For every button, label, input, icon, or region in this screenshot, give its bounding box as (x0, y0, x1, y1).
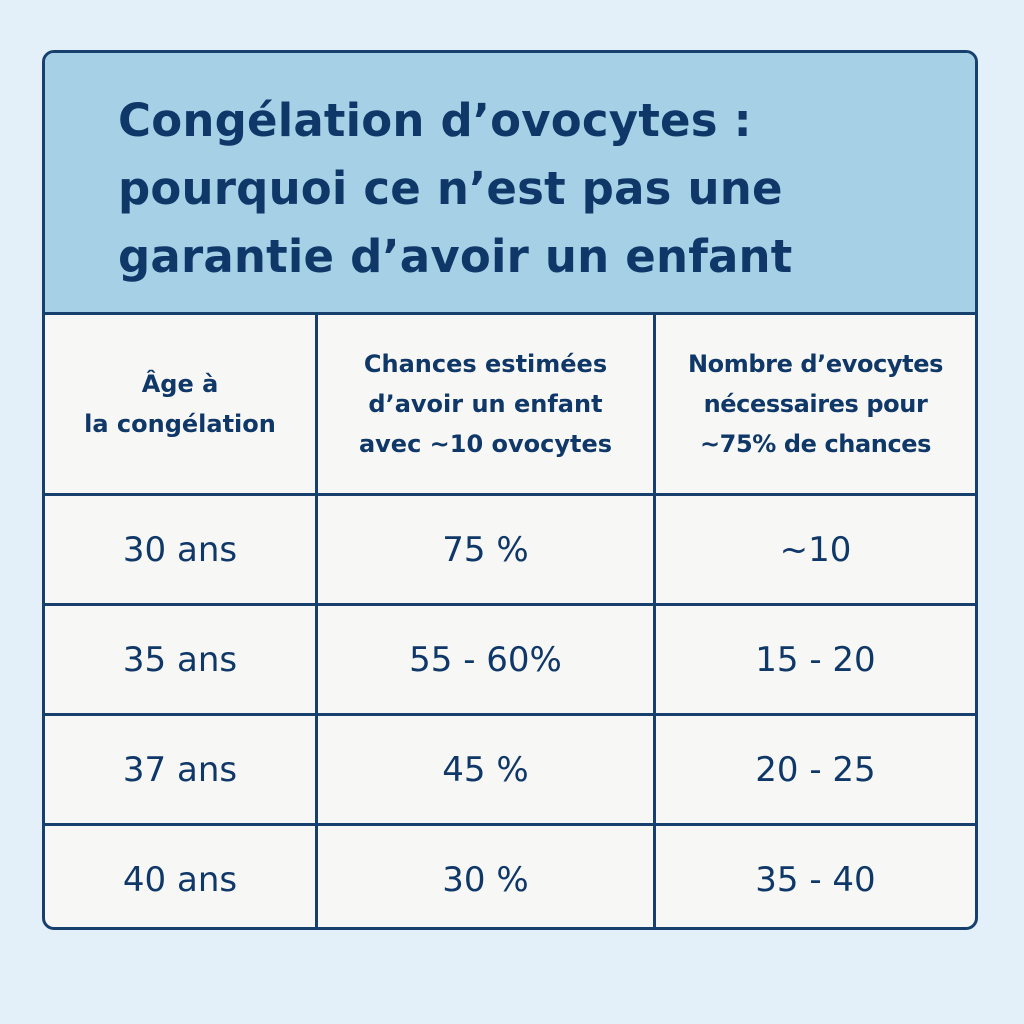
cell-chances: 30 % (318, 826, 656, 927)
cell-age: 40 ans (45, 826, 318, 927)
table-row: 37 ans 45 % 20 - 25 (45, 713, 975, 823)
info-card: Congélation d’ovocytes : pourquoi ce n’e… (42, 50, 978, 930)
cell-age: 35 ans (45, 606, 318, 713)
header-oocytes-line-1: Nombre d’evocytes (687, 350, 944, 378)
cell-chances: 45 % (318, 716, 656, 823)
cell-oocytes: 20 - 25 (755, 749, 876, 790)
header-age: Âge à la congélation (45, 315, 318, 493)
header-chances: Chances estimées d’avoir un enfant avec … (318, 315, 656, 493)
header-oocytes-needed: Nombre d’evocytes nécessaires pour ~75% … (656, 315, 975, 493)
title-line-2: pourquoi ce n’est pas une (118, 162, 783, 215)
title-band: Congélation d’ovocytes : pourquoi ce n’e… (45, 53, 975, 315)
header-oocytes-line-3: ~75% de chances (699, 430, 932, 458)
table-row: 40 ans 30 % 35 - 40 (45, 823, 975, 927)
cell-oocytes: 15 - 20 (755, 639, 876, 680)
cell-oocytes: ~10 (779, 529, 852, 570)
cell-chances: 55 - 60% (318, 606, 656, 713)
title-line-3: garantie d’avoir un enfant (118, 230, 793, 283)
cell-oocytes: 35 - 40 (755, 859, 876, 900)
header-age-line-1: Âge à (141, 370, 219, 398)
cell-chances: 75 % (318, 496, 656, 603)
header-chances-line-1: Chances estimées (363, 350, 608, 378)
title-line-1: Congélation d’ovocytes : (118, 94, 752, 147)
header-oocytes-line-2: nécessaires pour (703, 390, 928, 418)
cell-age: 30 ans (45, 496, 318, 603)
header-chances-line-3: avec ~10 ovocytes (358, 430, 613, 458)
table-header-row: Âge à la congélation Chances estimées d’… (45, 315, 975, 493)
header-age-line-2: la congélation (84, 410, 276, 438)
cell-age: 37 ans (45, 716, 318, 823)
page-title: Congélation d’ovocytes : pourquoi ce n’e… (118, 87, 793, 291)
table-row: 35 ans 55 - 60% 15 - 20 (45, 603, 975, 713)
header-chances-line-2: d’avoir un enfant (368, 390, 603, 418)
table-row: 30 ans 75 % ~10 (45, 493, 975, 603)
